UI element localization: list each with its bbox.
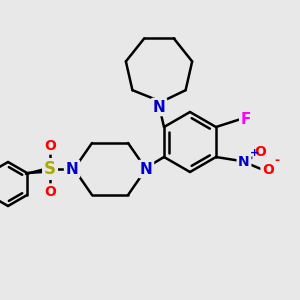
Text: F: F [241, 112, 251, 127]
Text: N: N [238, 155, 250, 169]
Text: S: S [44, 160, 56, 178]
Text: +: + [250, 148, 259, 158]
Text: -: - [274, 154, 279, 167]
Text: O: O [254, 145, 266, 159]
Text: O: O [262, 163, 274, 177]
Text: O: O [44, 139, 56, 153]
Text: O: O [44, 185, 56, 199]
Text: N: N [66, 161, 78, 176]
Text: N: N [140, 161, 152, 176]
Text: N: N [153, 100, 165, 115]
